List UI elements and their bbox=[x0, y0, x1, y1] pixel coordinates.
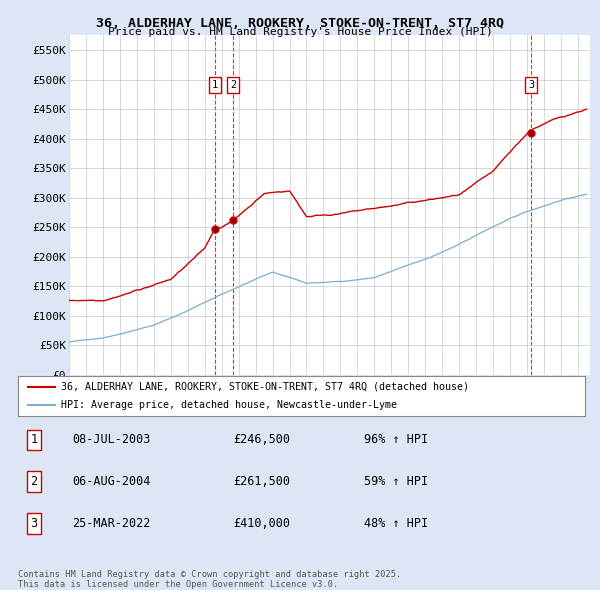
Text: £410,000: £410,000 bbox=[233, 517, 290, 530]
Text: 36, ALDERHAY LANE, ROOKERY, STOKE-ON-TRENT, ST7 4RQ: 36, ALDERHAY LANE, ROOKERY, STOKE-ON-TRE… bbox=[96, 17, 504, 30]
Text: £261,500: £261,500 bbox=[233, 475, 290, 488]
Text: 2: 2 bbox=[230, 80, 236, 90]
Text: 3: 3 bbox=[31, 517, 37, 530]
Text: £246,500: £246,500 bbox=[233, 434, 290, 447]
Text: Contains HM Land Registry data © Crown copyright and database right 2025.
This d: Contains HM Land Registry data © Crown c… bbox=[18, 570, 401, 589]
Text: 25-MAR-2022: 25-MAR-2022 bbox=[72, 517, 150, 530]
Text: 96% ↑ HPI: 96% ↑ HPI bbox=[364, 434, 428, 447]
Text: 08-JUL-2003: 08-JUL-2003 bbox=[72, 434, 150, 447]
Text: 2: 2 bbox=[31, 475, 37, 488]
Text: 1: 1 bbox=[211, 80, 218, 90]
Text: 06-AUG-2004: 06-AUG-2004 bbox=[72, 475, 150, 488]
Text: 3: 3 bbox=[528, 80, 535, 90]
Text: 48% ↑ HPI: 48% ↑ HPI bbox=[364, 517, 428, 530]
Text: Price paid vs. HM Land Registry's House Price Index (HPI): Price paid vs. HM Land Registry's House … bbox=[107, 27, 493, 37]
Text: 36, ALDERHAY LANE, ROOKERY, STOKE-ON-TRENT, ST7 4RQ (detached house): 36, ALDERHAY LANE, ROOKERY, STOKE-ON-TRE… bbox=[61, 382, 469, 392]
Text: HPI: Average price, detached house, Newcastle-under-Lyme: HPI: Average price, detached house, Newc… bbox=[61, 400, 397, 410]
Text: 1: 1 bbox=[31, 434, 37, 447]
Text: 59% ↑ HPI: 59% ↑ HPI bbox=[364, 475, 428, 488]
